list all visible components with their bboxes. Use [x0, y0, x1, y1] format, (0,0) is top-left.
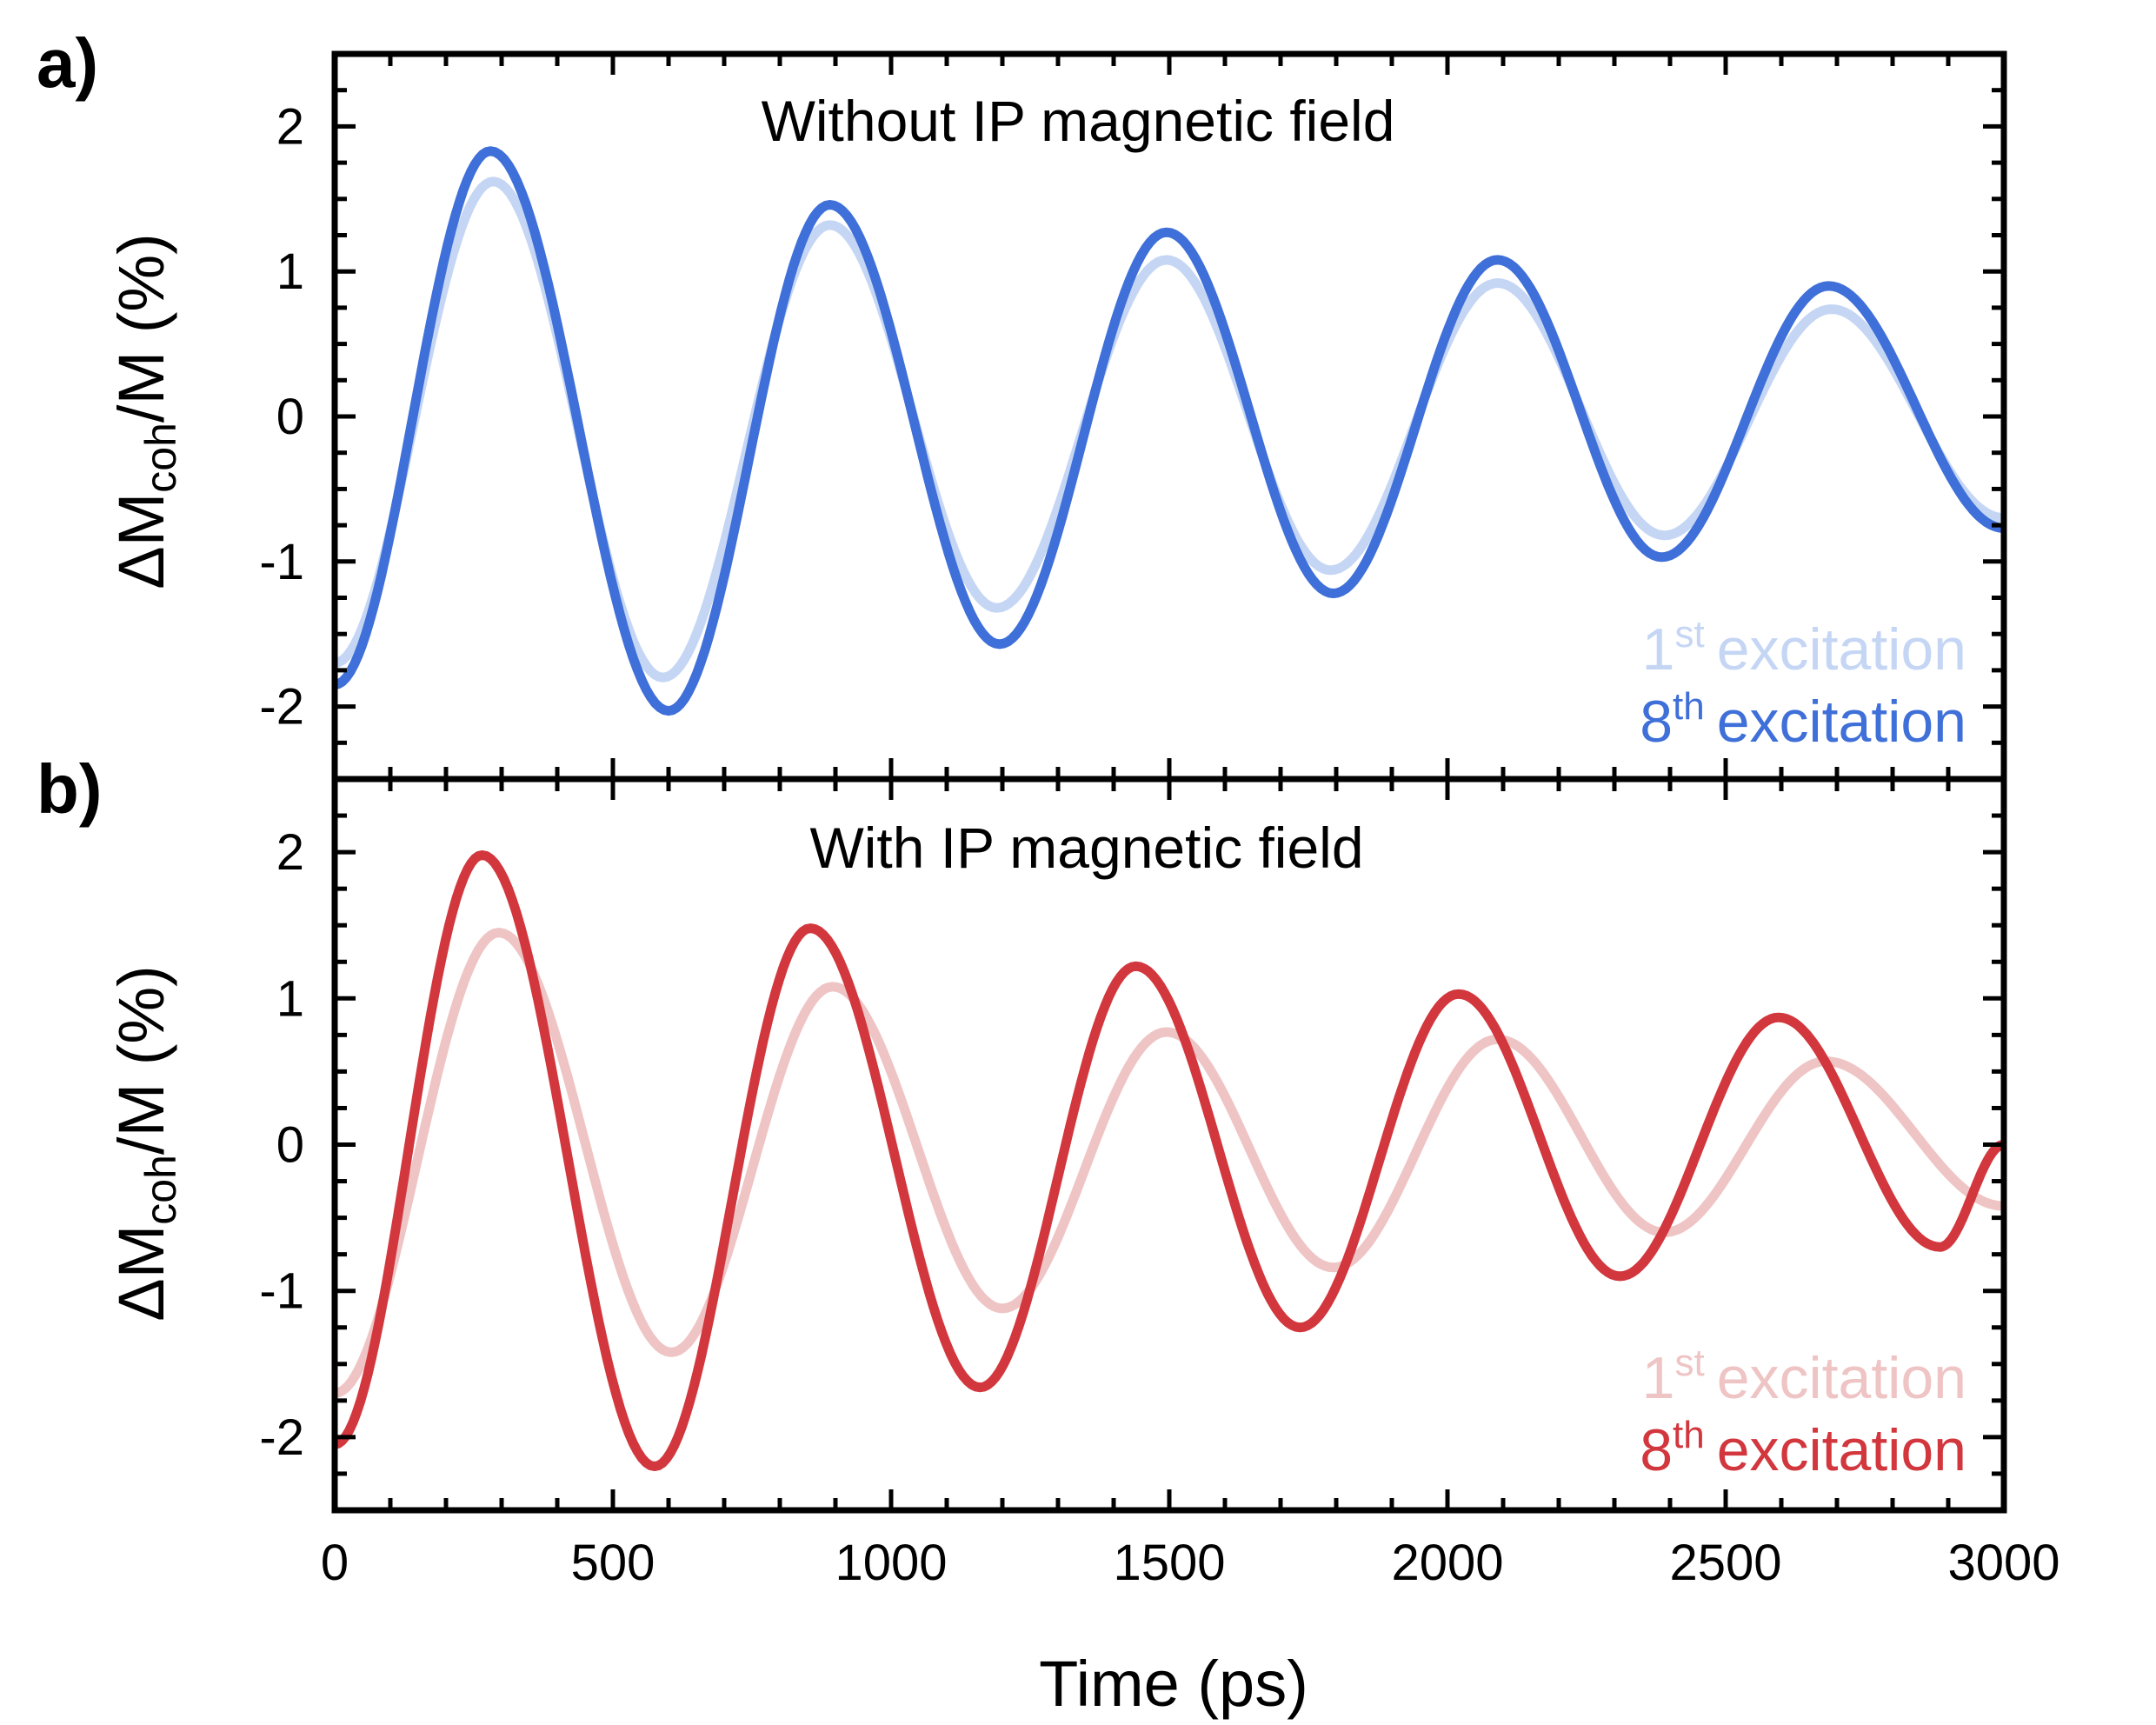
- legend-num: 8: [1640, 1417, 1673, 1483]
- legend-sup: th: [1673, 685, 1705, 728]
- legend-item-8th: 8th excitation: [1640, 685, 1966, 755]
- x-tick-label: 1000: [835, 1535, 947, 1591]
- panel-b-title: With IP magnetic field: [809, 816, 1363, 880]
- legend-text: excitation: [1717, 616, 1966, 683]
- panel-b-label: b): [37, 750, 103, 828]
- x-tick-label: 500: [571, 1535, 655, 1591]
- y-tick-label: -2: [259, 679, 304, 736]
- y-tick-label: 1: [276, 970, 304, 1027]
- panel-a-title: Without IP magnetic field: [762, 89, 1395, 153]
- legend-item-1st: 1st excitation: [1642, 613, 1966, 683]
- x-tick-label: 2500: [1669, 1535, 1781, 1591]
- ylabel-rest: /M (%): [105, 233, 177, 423]
- panel-a-legend: 1st excitation 8th excitation: [1640, 613, 1966, 755]
- svg-text:ΔMcoh/M (%): ΔMcoh/M (%): [105, 965, 185, 1322]
- y-tick-label: 2: [276, 98, 304, 155]
- legend-sup: st: [1674, 613, 1704, 656]
- ylabel-main: M: [105, 1225, 177, 1279]
- series-line-1st: [335, 928, 2004, 1398]
- series-line-1st: [335, 176, 2004, 683]
- legend-text: excitation: [1717, 689, 1966, 755]
- panel-b-plot: -2 -1 0 1 2 0 500 1000 1500 2000 2500 3000: [259, 776, 2060, 1591]
- panel-b: b) With IP magnetic field ΔMcoh/M (%) -2…: [37, 750, 2060, 1720]
- panel-b-legend: 1st excitation 8th excitation: [1640, 1342, 1966, 1483]
- legend-sup: st: [1674, 1342, 1704, 1384]
- y-tick-label: 2: [276, 824, 304, 881]
- legend-num: 1: [1642, 616, 1675, 683]
- y-tick-label: 0: [276, 389, 304, 445]
- y-tick-label: -1: [259, 534, 304, 590]
- svg-text:ΔMcoh/M (%): ΔMcoh/M (%): [105, 233, 185, 589]
- x-tick-label: 1500: [1113, 1535, 1225, 1591]
- ylabel-main: M: [105, 493, 177, 547]
- legend-sup: th: [1673, 1414, 1705, 1456]
- legend-text: excitation: [1717, 1345, 1966, 1411]
- panel-a-label: a): [37, 24, 98, 102]
- legend-text: excitation: [1717, 1417, 1966, 1483]
- ylabel-sub: coh: [136, 423, 185, 493]
- legend-item-8th: 8th excitation: [1640, 1414, 1966, 1483]
- legend-num: 1: [1642, 1345, 1675, 1411]
- y-tick-label: 1: [276, 243, 304, 300]
- legend-item-1st: 1st excitation: [1642, 1342, 1966, 1411]
- x-axis-title: Time (ps): [1039, 1648, 1308, 1720]
- x-tick-label: 3000: [1947, 1535, 2060, 1591]
- x-tick-label: 2000: [1391, 1535, 1503, 1591]
- panel-a-ylabel: ΔMcoh/M (%): [105, 233, 185, 589]
- panel-b-ylabel: ΔMcoh/M (%): [105, 965, 185, 1322]
- ylabel-delta: Δ: [105, 546, 177, 589]
- legend-num: 8: [1640, 689, 1673, 755]
- ylabel-rest: /M (%): [105, 965, 177, 1155]
- ylabel-sub: coh: [136, 1155, 185, 1225]
- series-line-8th: [335, 850, 2004, 1471]
- panel-a: a) Without IP magnetic field ΔMcoh/M (%)…: [37, 24, 2007, 783]
- y-tick-label: -2: [259, 1409, 304, 1466]
- y-tick-label: -1: [259, 1263, 304, 1320]
- x-tick-label: 0: [321, 1535, 349, 1591]
- series-line-8th: [335, 146, 2004, 716]
- ylabel-delta: Δ: [105, 1278, 177, 1321]
- y-tick-label: 0: [276, 1117, 304, 1174]
